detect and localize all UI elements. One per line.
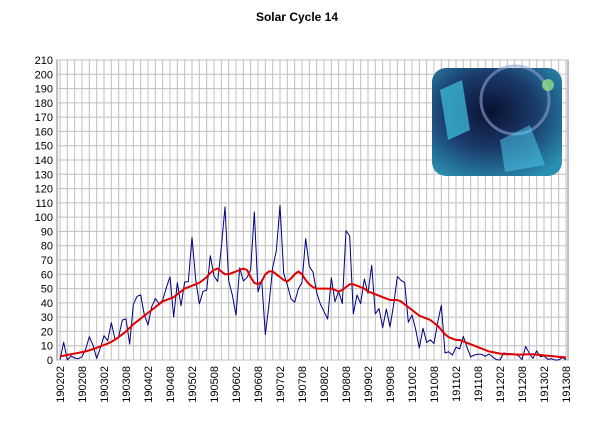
y-tick-label: 80 — [41, 241, 53, 253]
x-tick-label: 191302 — [539, 366, 551, 403]
y-tick-label: 50 — [41, 284, 53, 296]
image-shape — [500, 125, 545, 172]
y-tick-label: 90 — [41, 226, 53, 238]
grid — [57, 59, 568, 361]
y-tick-label: 160 — [35, 126, 53, 138]
decorative-image — [432, 64, 562, 176]
y-tick-label: 170 — [35, 112, 53, 124]
y-tick-label: 190 — [35, 84, 53, 96]
x-tick-label: 191308 — [561, 366, 573, 403]
x-tick-label: 191208 — [517, 366, 529, 403]
y-tick-label: 140 — [35, 155, 53, 167]
x-tick-label: 191002 — [407, 366, 419, 403]
x-tick-label: 190208 — [77, 366, 89, 403]
y-tick-label: 40 — [41, 298, 53, 310]
x-tick-label: 190402 — [143, 366, 155, 403]
x-tick-label: 190408 — [165, 366, 177, 403]
y-tick-label: 30 — [41, 312, 53, 324]
image-glow — [542, 79, 554, 91]
y-tick-label: 110 — [35, 198, 53, 210]
y-tick-label: 0 — [47, 355, 53, 367]
x-tick-label: 191202 — [495, 366, 507, 403]
x-tick-label: 191102 — [451, 366, 463, 402]
x-tick-label: 190308 — [121, 366, 133, 403]
y-tick-label: 200 — [35, 69, 53, 81]
y-tick-label: 100 — [35, 212, 53, 224]
y-tick-label: 210 — [35, 55, 53, 67]
x-tick-label: 190502 — [187, 366, 199, 403]
y-tick-label: 130 — [35, 169, 53, 181]
y-tick-label: 150 — [35, 141, 53, 153]
y-tick-label: 180 — [35, 98, 53, 110]
y-tick-label: 60 — [41, 269, 53, 281]
x-tick-label: 190302 — [99, 366, 111, 403]
y-tick-label: 20 — [41, 326, 53, 338]
x-tick-label: 190802 — [319, 366, 331, 403]
chart-title: Solar Cycle 14 — [256, 10, 338, 24]
x-tick-label: 190602 — [231, 366, 243, 403]
x-tick-label: 191108 — [473, 366, 485, 402]
x-tick-label: 190902 — [363, 366, 375, 403]
y-tick-label: 120 — [35, 184, 53, 196]
x-tick-label: 190202 — [55, 366, 67, 403]
y-tick-label: 10 — [41, 341, 53, 353]
series-line — [59, 267, 567, 359]
x-tick-label: 191008 — [429, 366, 441, 403]
y-tick-label: 70 — [41, 255, 53, 267]
image-shape — [440, 80, 470, 140]
x-tick-label: 190608 — [253, 366, 265, 403]
x-tick-label: 190508 — [209, 366, 221, 403]
x-tick-label: 190708 — [297, 366, 309, 403]
x-tick-label: 190908 — [385, 366, 397, 403]
x-tick-label: 190702 — [275, 366, 287, 403]
x-tick-label: 190808 — [341, 366, 353, 403]
